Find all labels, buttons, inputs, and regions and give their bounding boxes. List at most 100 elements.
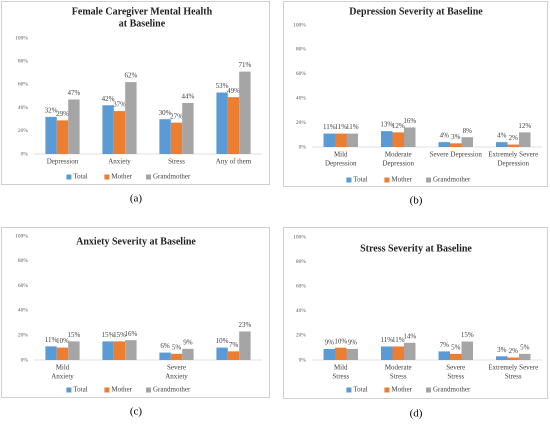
legend-swatch [146,387,151,393]
legend-swatch [66,174,72,180]
legend-label: Grandmother [153,386,191,394]
value-label: 9% [183,338,193,346]
bar [335,347,347,360]
bar [450,143,462,147]
value-label: 7% [229,341,239,349]
value-label: 14% [403,332,416,340]
value-label: 15% [102,331,115,339]
bar [125,340,137,360]
bar [507,144,519,147]
bar [381,131,393,147]
x-tick-label: Moderate [385,364,412,372]
value-label: 11% [380,336,393,344]
bar [404,127,416,147]
value-label: 13% [380,121,393,129]
value-label: 29% [56,110,69,118]
x-tick-label: Mild [334,364,348,372]
value-label: 10% [216,337,229,345]
chart-title: Female Caregiver Mental Health [72,6,213,17]
value-label: 5% [520,343,530,351]
y-tick-label: 80% [18,58,29,64]
bar [170,353,183,360]
value-label: 16% [403,117,416,125]
legend-swatch [104,174,110,180]
value-label: 37% [113,101,126,109]
panel-label: (d) [410,408,423,420]
legend-swatch [104,387,110,393]
bar [496,142,508,147]
bar [182,348,194,360]
bar [450,353,462,360]
bar [113,341,126,360]
x-tick-label: Depression [325,160,357,168]
value-label: 30% [159,109,172,117]
y-tick-label: 100% [15,35,28,41]
bar [216,92,228,154]
x-tick-label: Depression [498,160,530,168]
bar [102,341,114,360]
bar [56,347,69,360]
bar [335,133,347,147]
legend-label: Mother [111,386,132,394]
legend-label: Total [73,173,87,181]
value-label: 2% [509,347,519,355]
y-tick-label: 60% [18,82,29,88]
bar [519,353,531,360]
value-label: 62% [124,72,137,80]
y-tick-label: 80% [296,47,307,53]
value-label: 49% [227,87,240,95]
bar [507,357,519,360]
value-label: 12% [392,122,405,130]
value-label: 44% [181,93,194,101]
panel-frame [283,227,548,399]
y-tick-label: 60% [296,71,307,77]
legend-swatch [426,387,431,393]
y-tick-label: 60% [296,283,307,289]
legend-label: Mother [111,173,132,181]
value-label: 7% [440,341,450,349]
value-label: 47% [67,89,80,97]
x-tick-label: Stress [390,373,407,381]
x-tick-label: Extremely Severe [488,151,538,159]
legend-label: Total [353,386,367,394]
legend-swatch [66,387,72,393]
bar [346,133,358,147]
bar [239,331,251,360]
x-tick-label: Stress [505,373,522,381]
legend-label: Grandmother [153,173,191,181]
bar [68,99,80,154]
x-tick-label: Depression [383,160,415,168]
bar [519,132,531,147]
x-tick-label: Moderate [385,151,412,159]
value-label: 27% [170,112,183,120]
legend-swatch [384,387,390,393]
value-label: 3% [497,346,507,354]
x-tick-label: Depression [47,158,79,166]
panel-label: (a) [130,193,143,205]
value-label: 4% [440,132,450,140]
bar [496,356,508,360]
bar [227,351,240,360]
value-label: 32% [45,106,58,114]
bar [170,122,183,154]
x-tick-label: Extremely Severe [488,364,538,372]
bar [381,346,393,360]
bar [113,111,126,154]
panel-frame [1,227,270,398]
bar [346,348,358,360]
bar [102,105,114,154]
value-label: 10% [56,337,69,345]
value-label: 11% [392,336,405,344]
value-label: 6% [160,342,170,350]
chart-title: Stress Severity at Baseline [360,243,472,254]
bar [227,97,240,154]
value-label: 11% [323,123,336,131]
bar [239,71,251,154]
panel-frame [283,1,548,187]
y-tick-label: 40% [18,105,29,111]
y-tick-label: 20% [18,332,29,338]
y-tick-label: 0% [21,151,29,157]
panel-frame [1,1,270,185]
y-tick-label: 0% [299,144,307,150]
